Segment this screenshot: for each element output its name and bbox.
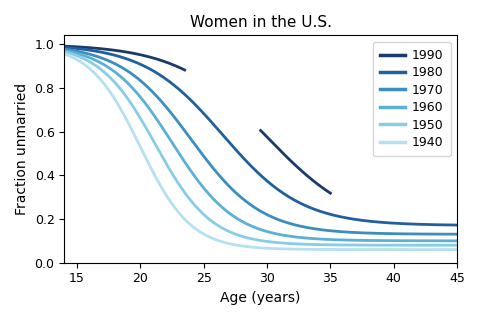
Y-axis label: Fraction unmarried: Fraction unmarried (15, 83, 29, 215)
Legend: 1990, 1980, 1970, 1960, 1950, 1940: 1990, 1980, 1970, 1960, 1950, 1940 (373, 42, 451, 156)
X-axis label: Age (years): Age (years) (220, 291, 301, 305)
Title: Women in the U.S.: Women in the U.S. (190, 15, 332, 30)
